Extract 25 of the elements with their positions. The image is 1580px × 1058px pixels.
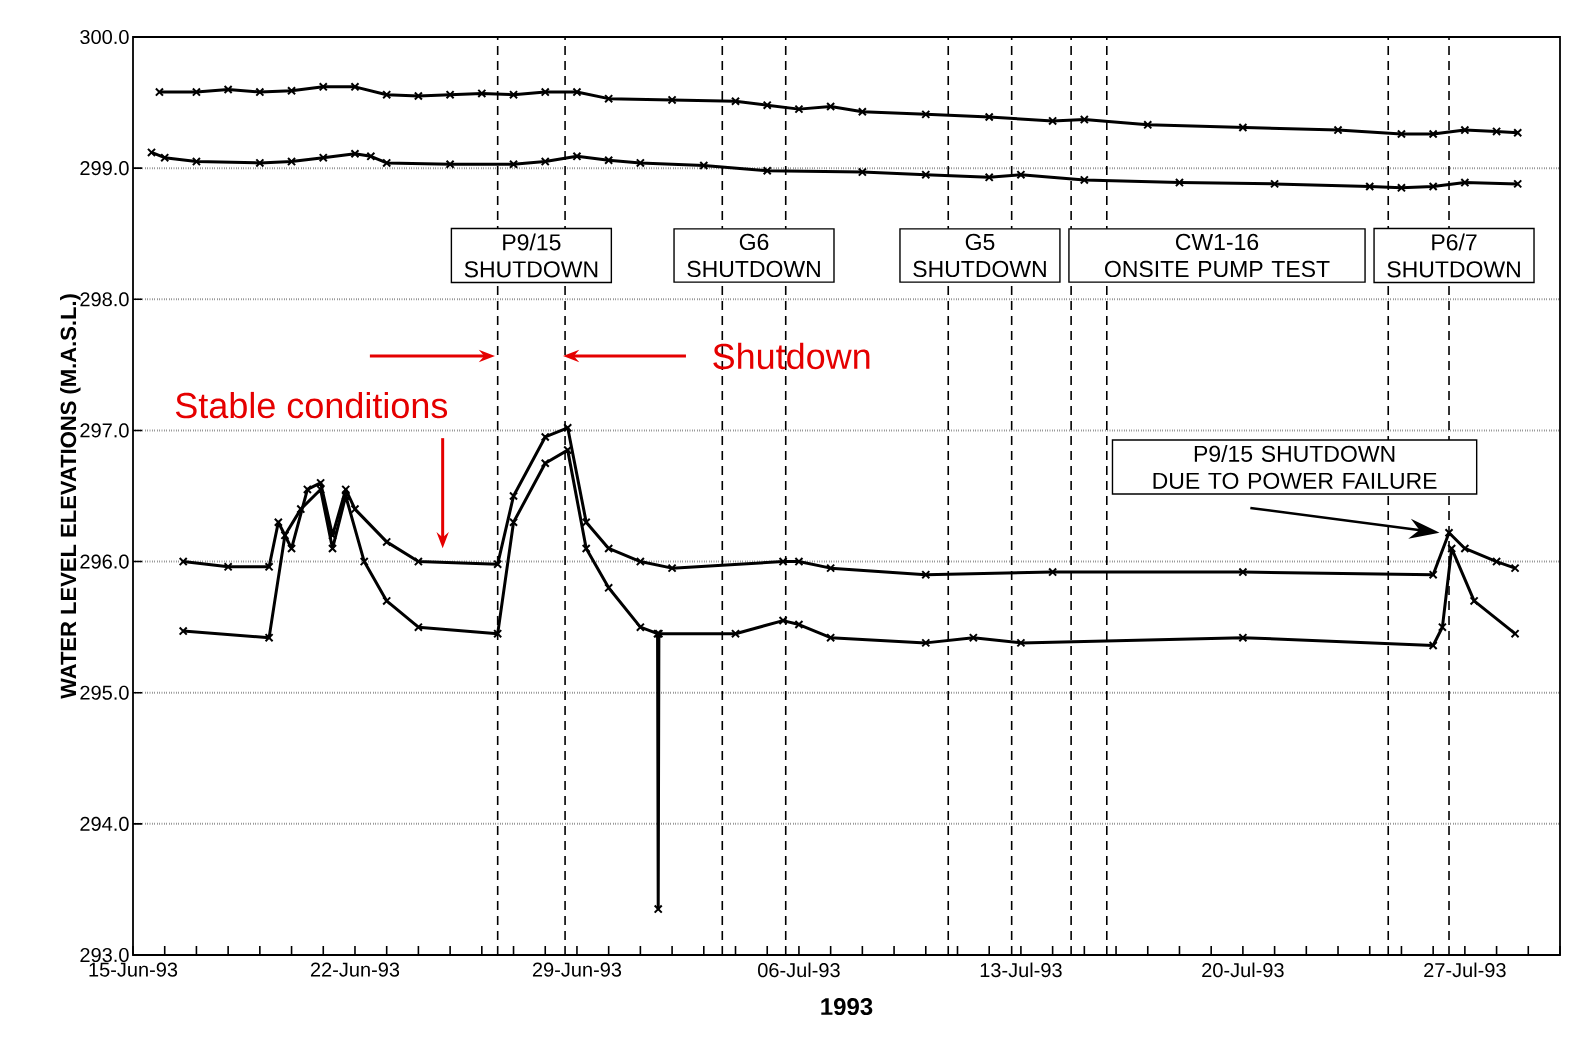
annotation: P9/15 SHUTDOWN DUE TO POWER FAILURE [1153, 445, 1437, 489]
x-tick-label: 13-Jul-93 [980, 962, 1062, 978]
annotation: Shutdown [713, 342, 870, 370]
x-axis-title: 1993 [821, 998, 873, 1016]
y-tick-label: 298.0 [80, 292, 129, 307]
y-tick-label: 294.0 [80, 816, 129, 831]
ref-line-label: CW1-16 ONSITE PUMP TEST [1104, 233, 1330, 278]
y-tick-label: 295.0 [80, 685, 129, 700]
y-tick-label: 297.0 [80, 423, 129, 438]
ref-line-label: P9/15 SHUTDOWN [464, 233, 598, 278]
ref-line-label: G6 SHUTDOWN [687, 233, 820, 278]
x-tick-label: 06-Jul-93 [758, 962, 840, 978]
ref-line-label: G5 SHUTDOWN [913, 233, 1046, 278]
y-tick-label: 296.0 [80, 554, 129, 569]
x-tick-label: 15-Jun-93 [89, 962, 178, 977]
x-tick-label: 20-Jul-93 [1202, 962, 1284, 978]
y-tick-label: 300.0 [80, 29, 129, 45]
y-tick-label: 293.0 [80, 947, 129, 963]
ref-line-label: P6/7 SHUTDOWN [1387, 233, 1520, 278]
x-tick-label: 27-Jul-93 [1424, 962, 1506, 978]
y-tick-label: 299.0 [80, 161, 129, 176]
annotation: Stable conditions [175, 391, 448, 419]
y-axis-title: WATER LEVEL ELEVATIONS (M.A.S.L.) [60, 294, 81, 699]
x-tick-label: 29-Jun-93 [532, 962, 622, 977]
x-tick-label: 22-Jun-93 [310, 962, 400, 977]
